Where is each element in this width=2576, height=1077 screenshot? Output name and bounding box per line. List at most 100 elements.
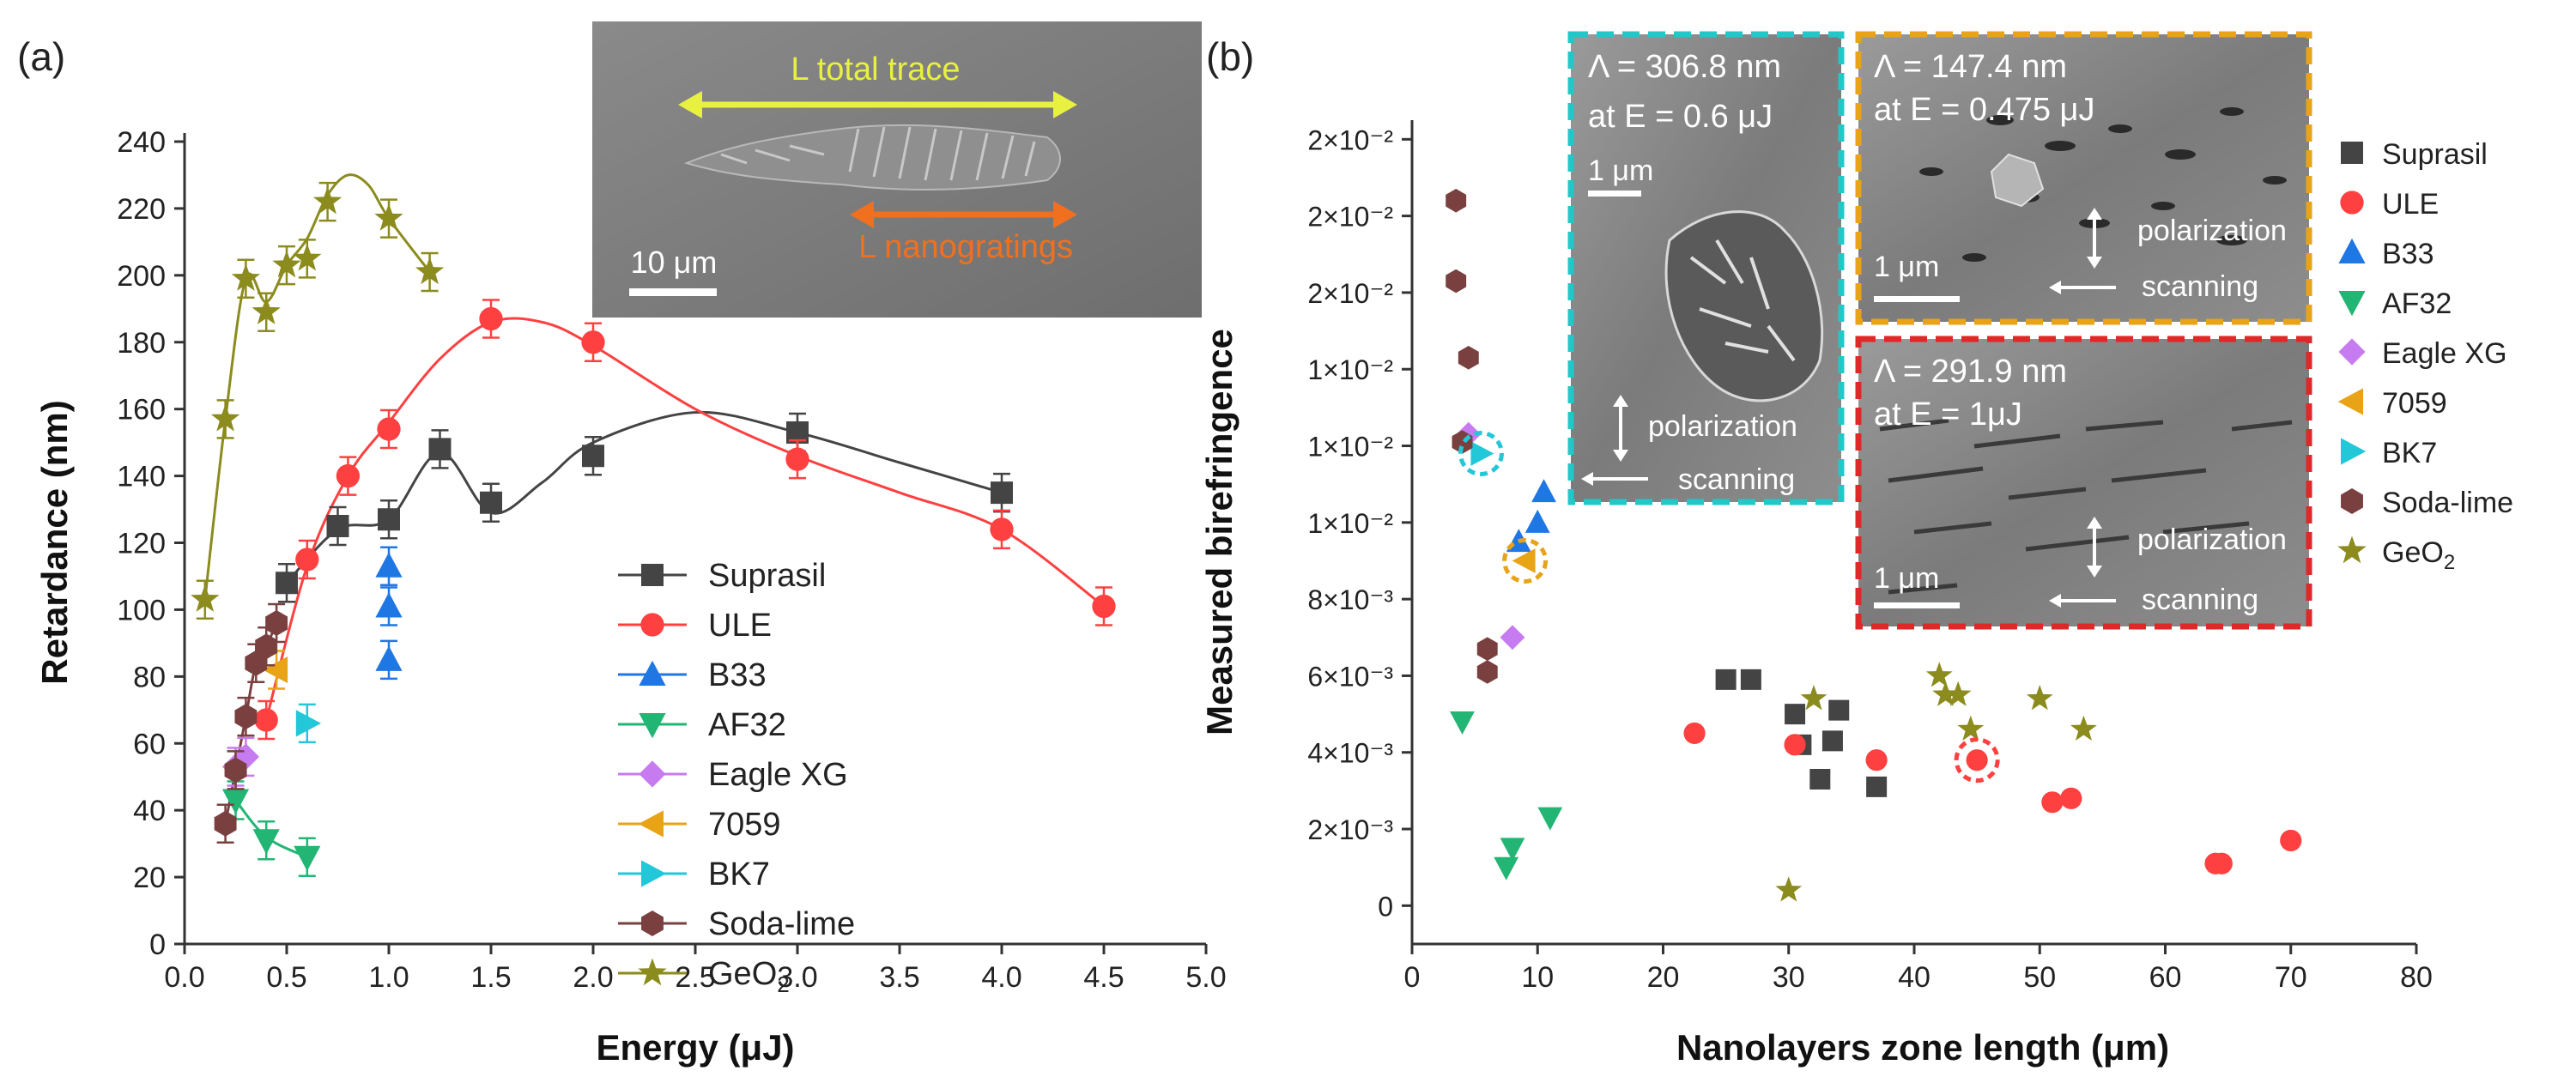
inset-3-scanning-label: scanning <box>2142 584 2258 616</box>
inset-3-polarization-label: polarization <box>2137 523 2287 556</box>
panel-a-x-axis-title: Energy (μJ) <box>596 1027 794 1068</box>
legend-label-eagle-xg: Eagle XG <box>708 757 848 793</box>
panel-a-y-tick-label: 20 <box>133 862 166 894</box>
legend-b-label-7059: 7059 <box>2382 387 2447 420</box>
data-point-7059-0 <box>262 656 288 684</box>
data-point-soda-lime-4 <box>255 633 278 660</box>
inset-2-lambda: Λ = 147.4 nm <box>1874 49 2067 85</box>
data-point-suprasil-0 <box>276 572 298 595</box>
panel-b-x-tick-label: 60 <box>2149 961 2182 994</box>
data-point-suprasil-5 <box>582 445 604 468</box>
data-point-ule-4 <box>2041 791 2064 814</box>
panel-b-label: (b) <box>1206 34 1254 79</box>
data-point-geo2-1 <box>210 403 240 432</box>
panel-a-x-tick-label: 5.0 <box>1185 961 1226 994</box>
legend-marker-b33 <box>639 660 666 686</box>
highlight-circle-2 <box>1954 737 2000 784</box>
data-point-af32-3 <box>1537 807 1563 831</box>
panel-a-y-tick-label: 180 <box>117 327 166 360</box>
data-point-b33-2 <box>1531 479 1556 503</box>
panel-b-y-tick-label: 8×10⁻³ <box>1307 584 1393 615</box>
fit-curve-ule <box>264 317 1105 721</box>
inset-3-frame <box>1855 336 2312 630</box>
panel-a-x-tick-label: 2.0 <box>573 961 613 994</box>
legend-b-marker-eagle-xg <box>2338 338 2366 366</box>
panel-a-y-tick-label: 60 <box>133 728 166 760</box>
legend-b-marker-soda-lime <box>2341 488 2363 514</box>
data-point-af32-1 <box>252 829 280 855</box>
data-point-ule-0 <box>254 708 278 732</box>
inset-1-lambda: Λ = 306.8 nm <box>1588 49 1781 85</box>
legend-marker-soda-lime <box>641 911 664 936</box>
panel-a-y-tick-label: 240 <box>117 126 166 159</box>
inset-1-damage-region <box>1664 210 1824 402</box>
data-point-soda-lime-5 <box>265 610 288 636</box>
panel-b-x-tick-label: 80 <box>2400 961 2433 994</box>
data-point-ule-3 <box>377 417 401 441</box>
panel-a-y-tick-label: 160 <box>117 394 166 427</box>
panel-b-x-tick-label: 70 <box>2275 961 2307 994</box>
panel-b-inset-2: Λ = 147.4 nm at E = 0.475 μJ 1 μm polari… <box>1855 31 2312 325</box>
data-point-geo2-6 <box>2026 685 2053 711</box>
panel-b-y-tick-label: 2×10⁻² <box>1307 278 1393 309</box>
inset-scale-bar <box>629 288 717 296</box>
panel-a-x-tick-label: 0.0 <box>164 961 204 994</box>
data-point-ule-2 <box>1865 749 1888 771</box>
data-point-b33-1 <box>1524 509 1550 533</box>
data-point-geo2-6 <box>312 186 342 215</box>
data-point-ule-3 <box>1966 749 1988 771</box>
panel-b-y-tick-label: 2×10⁻³ <box>1307 814 1393 845</box>
legend-b-marker-geo2 <box>2337 535 2367 564</box>
panel-a-markers <box>191 181 1116 877</box>
data-point-ule-0 <box>1683 722 1706 745</box>
panel-a-y-tick-label: 140 <box>117 461 166 493</box>
legend-label-geo2: GeO2 <box>708 956 790 997</box>
legend-b-marker-b33 <box>2338 238 2366 263</box>
inset-2-scanning-label: scanning <box>2142 270 2258 303</box>
panel-a-x-tick-label: 3.5 <box>879 961 919 994</box>
legend-b-label-ule: ULE <box>2382 188 2439 221</box>
panel-a-inset-sem: L total trace L nanogratings 10 μm <box>592 21 1202 318</box>
panel-a-x-tick-label: 1.0 <box>368 961 409 994</box>
inset-nanogratings-label: L nanogratings <box>858 229 1073 265</box>
inset-1-scale-label: 1 μm <box>1588 154 1653 187</box>
data-point-geo2-4 <box>1944 681 1972 706</box>
panel-a-y-tick-label: 80 <box>133 661 166 693</box>
data-point-bk7-0 <box>295 710 322 737</box>
data-point-suprasil-1 <box>326 515 349 538</box>
legend-marker-ule <box>640 613 664 637</box>
panel-a-x-tick-label: 3.0 <box>777 961 817 994</box>
inset-1-texture <box>1689 239 1796 362</box>
data-point-ule-8 <box>1092 594 1116 619</box>
data-point-ule-1 <box>1784 734 1806 756</box>
data-point-soda-lime-0 <box>214 810 237 837</box>
inset-1-polarization-label: polarization <box>1648 410 1797 443</box>
data-point-af32-0 <box>221 789 250 814</box>
data-point-geo2-7 <box>2070 715 2097 741</box>
legend-label-b33: B33 <box>708 657 767 693</box>
data-point-soda-lime-3 <box>245 650 268 676</box>
data-point-ule-7 <box>2210 852 2233 874</box>
inset-1-scale-bar <box>1588 191 1641 197</box>
data-point-geo2-3 <box>1932 681 1959 706</box>
data-point-suprasil-7 <box>1866 776 1888 797</box>
inset-2-particle <box>1990 153 2045 208</box>
panel-b-x-tick-label: 50 <box>2023 961 2056 994</box>
panel-a-y-tick-label: 0 <box>149 929 166 961</box>
data-point-suprasil-4 <box>480 491 502 514</box>
panel-a-y-tick-label: 40 <box>133 795 166 827</box>
data-point-suprasil-7 <box>991 481 1013 505</box>
data-point-soda-lime-0 <box>1446 188 1467 213</box>
data-point-geo2-7 <box>374 203 403 231</box>
legend-marker-suprasil <box>641 564 664 586</box>
data-point-eagle-xg-1 <box>1500 625 1525 650</box>
legend-label-bk7: BK7 <box>708 856 770 892</box>
inset-1-scanning-arrowhead <box>1581 472 1593 486</box>
panel-a-x-tick-label: 1.5 <box>470 961 511 994</box>
data-point-suprasil-2 <box>1785 704 1806 725</box>
data-point-af32-0 <box>1450 711 1475 735</box>
panel-b-x-tick-label: 30 <box>1773 961 1805 994</box>
data-point-suprasil-3 <box>428 438 452 461</box>
data-point-af32-2 <box>1500 838 1525 862</box>
panel-b-y-tick-label: 1×10⁻² <box>1307 354 1393 385</box>
